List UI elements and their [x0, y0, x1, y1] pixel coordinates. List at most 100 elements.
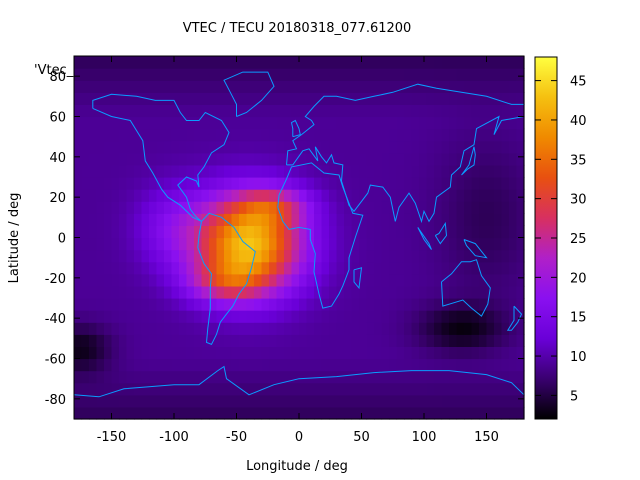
heatmap-cell: [509, 104, 518, 118]
heatmap-cell: [186, 370, 195, 384]
heatmap-cell: [179, 370, 188, 384]
heatmap-cell: [336, 116, 345, 130]
heatmap-cell: [164, 237, 173, 251]
heatmap-cell: [411, 92, 420, 105]
heatmap-cell: [374, 370, 383, 384]
heatmap-cell: [209, 189, 218, 202]
heatmap-cell: [269, 68, 278, 81]
heatmap-cell: [389, 189, 398, 202]
heatmap-cell: [456, 237, 465, 251]
heatmap-cell: [321, 322, 330, 335]
heatmap-cell: [426, 116, 435, 130]
heatmap-cell: [434, 322, 443, 335]
heatmap-cell: [164, 322, 173, 335]
heatmap-cell: [374, 406, 383, 420]
heatmap-cell: [366, 382, 375, 396]
heatmap-cell: [321, 285, 330, 299]
heatmap-cell: [149, 249, 158, 263]
heatmap-cell: [171, 116, 180, 130]
heatmap-cell: [396, 189, 405, 202]
heatmap-cell: [486, 80, 495, 93]
y-tick-label: -80: [45, 393, 66, 408]
heatmap-cell: [119, 261, 128, 275]
heatmap-cell: [284, 116, 293, 130]
heatmap-cell: [449, 80, 458, 93]
heatmap-cell: [351, 310, 360, 323]
heatmap-cell: [81, 116, 90, 130]
heatmap-cell: [374, 80, 383, 93]
heatmap-cell: [164, 128, 173, 142]
heatmap-cell: [216, 406, 225, 420]
heatmap-cell: [471, 189, 480, 202]
heatmap-cell: [501, 358, 510, 372]
heatmap-cell: [164, 164, 173, 178]
heatmap-cell: [156, 273, 165, 287]
heatmap-cell: [419, 394, 428, 408]
heatmap-cell: [246, 152, 255, 166]
heatmap-cell: [254, 285, 263, 299]
heatmap-cell: [156, 322, 165, 335]
heatmap-cell: [494, 92, 503, 105]
heatmap-cell: [134, 370, 143, 384]
heatmap-cell: [224, 140, 233, 154]
heatmap-cell: [186, 382, 195, 396]
heatmap-cell: [336, 128, 345, 142]
heatmap-cell: [299, 334, 308, 347]
heatmap-cell: [501, 346, 510, 360]
heatmap-cell: [501, 164, 510, 178]
heatmap-cell: [441, 334, 450, 347]
heatmap-cell: [96, 225, 105, 239]
heatmap-cell: [351, 370, 360, 384]
heatmap-cell: [134, 189, 143, 202]
heatmap-cell: [299, 310, 308, 323]
heatmap-cell: [201, 298, 210, 311]
heatmap-cell: [224, 334, 233, 347]
heatmap-cell: [96, 56, 105, 69]
heatmap-cell: [426, 310, 435, 323]
heatmap-cell: [516, 225, 525, 239]
colorbar-tick-label: 45: [570, 75, 587, 90]
heatmap-cell: [224, 177, 233, 190]
heatmap-cell: [209, 92, 218, 105]
heatmap-cell: [479, 322, 488, 335]
heatmap-cell: [456, 164, 465, 178]
heatmap-cell: [254, 310, 263, 323]
heatmap-cell: [119, 189, 128, 202]
heatmap-cell: [426, 177, 435, 190]
heatmap-cell: [149, 406, 158, 420]
heatmap-cell: [336, 273, 345, 287]
heatmap-cell: [284, 285, 293, 299]
heatmap-cell: [111, 285, 120, 299]
heatmap-cell: [141, 394, 150, 408]
heatmap-cell: [381, 116, 390, 130]
heatmap-cell: [291, 116, 300, 130]
heatmap-cell: [456, 56, 465, 69]
heatmap-cell: [456, 177, 465, 190]
heatmap-cell: [351, 164, 360, 178]
heatmap-cell: [509, 116, 518, 130]
heatmap-cell: [501, 370, 510, 384]
heatmap-cell: [96, 261, 105, 275]
heatmap-cell: [494, 225, 503, 239]
heatmap-cell: [366, 273, 375, 287]
heatmap-cell: [396, 213, 405, 226]
heatmap-cell: [344, 56, 353, 69]
heatmap-cell: [291, 310, 300, 323]
heatmap-cell: [89, 298, 98, 311]
heatmap-cell: [179, 68, 188, 81]
heatmap-cell: [254, 382, 263, 396]
heatmap-cell: [246, 225, 255, 239]
heatmap-cell: [246, 201, 255, 214]
heatmap-cell: [276, 201, 285, 214]
heatmap-cell: [179, 152, 188, 166]
heatmap-cell: [471, 273, 480, 287]
heatmap-cell: [141, 213, 150, 226]
heatmap-cell: [396, 56, 405, 69]
heatmap-cell: [246, 394, 255, 408]
heatmap-cell: [284, 394, 293, 408]
heatmap-cell: [389, 249, 398, 263]
heatmap-cell: [164, 68, 173, 81]
heatmap-cell: [126, 310, 135, 323]
heatmap-cell: [89, 213, 98, 226]
